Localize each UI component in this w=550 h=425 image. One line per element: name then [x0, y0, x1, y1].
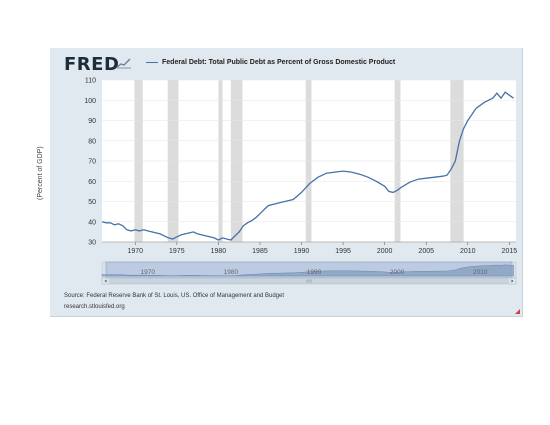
y-tick-label: 40: [88, 219, 96, 226]
y-tick-label: 100: [84, 98, 96, 105]
site-link[interactable]: research.stlouisfed.org: [64, 304, 125, 310]
legend-swatch: [146, 61, 158, 63]
navigator-label: 1980: [224, 269, 239, 276]
chevron-right-icon: [511, 279, 514, 283]
x-tick-label: 1975: [169, 248, 185, 255]
legend-label: Federal Debt: Total Public Debt as Perce…: [162, 59, 396, 66]
fred-graph-panel: FRED Federal Debt: Total Public Debt as …: [37, 48, 523, 317]
series-line: [101, 91, 514, 241]
chevron-left-icon: [104, 279, 107, 283]
y-tick-label: 60: [88, 179, 96, 186]
navigator-label: 2000: [390, 269, 405, 276]
navigator-label: 1990: [307, 269, 322, 276]
resize-handle-icon[interactable]: [515, 309, 520, 314]
x-tick-label: 1980: [211, 248, 227, 255]
navigator-series: [101, 264, 514, 277]
x-tick-label: 1970: [127, 248, 143, 255]
x-tick-label: 2005: [418, 248, 434, 255]
x-tick-label: 2010: [460, 248, 476, 255]
y-tick-label: 50: [88, 199, 96, 206]
navigator-label: 2010: [473, 269, 488, 276]
x-tick-label: 1990: [294, 248, 310, 255]
y-tick-label: 30: [88, 240, 96, 247]
x-tick-label: 1995: [335, 248, 351, 255]
fred-graph-mark-icon: [116, 58, 131, 69]
x-tick-label: 2015: [502, 248, 518, 255]
y-tick-label: 90: [88, 118, 96, 125]
y-tick-label: 110: [85, 78, 96, 85]
chart-legend: Federal Debt: Total Public Debt as Perce…: [146, 59, 395, 66]
x-tick-label: 2000: [377, 248, 393, 255]
x-tick-label: 1985: [252, 248, 268, 255]
line-chart: 30 40 50 60 70 80 90 100 110 1970 1975 1980 1985 1990…: [84, 78, 518, 285]
source-note: Source: Federal Reserve Bank of St. Loui…: [64, 293, 285, 299]
fred-logo: FRED: [64, 54, 120, 75]
y-axis-label: (Percent of GDP): [37, 146, 44, 200]
navigator-label: 1970: [140, 269, 155, 276]
y-tick-label: 70: [88, 159, 96, 166]
y-tick-label: 80: [88, 138, 96, 145]
